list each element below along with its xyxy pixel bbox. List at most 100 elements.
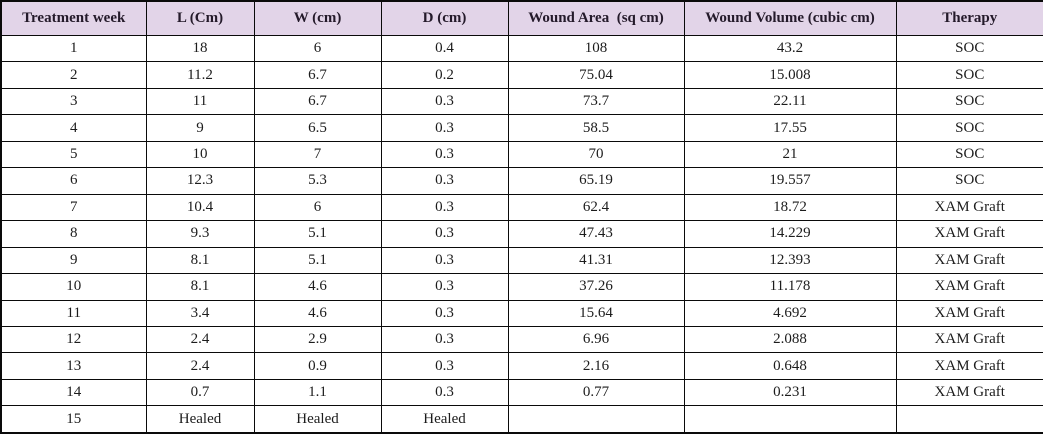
table-row: 8 9.3 5.1 0.3 47.43 14.229 XAM Graft <box>0 220 1043 248</box>
cell: 15.64 <box>507 299 685 327</box>
cell: 6 <box>253 193 382 222</box>
cell: 2.16 <box>507 352 685 380</box>
cell: SOC <box>895 87 1043 116</box>
cell: 15 <box>0 405 147 434</box>
cell: 9 <box>0 246 147 275</box>
cell: 11.2 <box>145 61 255 89</box>
cell: 1 <box>0 34 147 63</box>
cell: XAM Graft <box>895 378 1043 407</box>
cell: 0.7 <box>145 378 255 407</box>
column-header: Wound Area (sq cm) <box>507 0 685 36</box>
cell: 6 <box>253 34 382 63</box>
cell: 12.3 <box>145 167 255 195</box>
cell <box>507 405 685 434</box>
cell: 65.19 <box>507 167 685 195</box>
cell: 58.5 <box>507 114 685 142</box>
cell <box>895 405 1043 434</box>
cell: 9.3 <box>145 220 255 248</box>
cell: SOC <box>895 114 1043 142</box>
table-row: 9 8.1 5.1 0.3 41.31 12.393 XAM Graft <box>0 246 1043 275</box>
cell: 6 <box>0 167 147 195</box>
cell: 19.557 <box>683 167 897 195</box>
table-row: 12 2.4 2.9 0.3 6.96 2.088 XAM Graft <box>0 325 1043 354</box>
cell: 41.31 <box>507 246 685 275</box>
cell: 13 <box>0 352 147 380</box>
cell: 75.04 <box>507 61 685 89</box>
cell: XAM Graft <box>895 220 1043 248</box>
cell: 62.4 <box>507 193 685 222</box>
cell: 15.008 <box>683 61 897 89</box>
cell: 5.1 <box>253 246 382 275</box>
cell: 47.43 <box>507 220 685 248</box>
cell: 14.229 <box>683 220 897 248</box>
table-row: 7 10.4 6 0.3 62.4 18.72 XAM Graft <box>0 193 1043 222</box>
cell: 2.4 <box>145 325 255 354</box>
cell: 6.7 <box>253 61 382 89</box>
cell: 43.2 <box>683 34 897 63</box>
cell: 73.7 <box>507 87 685 116</box>
cell: SOC <box>895 140 1043 169</box>
table-row: 13 2.4 0.9 0.3 2.16 0.648 XAM Graft <box>0 352 1043 380</box>
cell: 12.393 <box>683 246 897 275</box>
cell: 0.3 <box>380 167 509 195</box>
table-row: 2 11.2 6.7 0.2 75.04 15.008 SOC <box>0 61 1043 89</box>
header-row: Treatment week L (Cm) W (cm) D (cm) Wound Ar… <box>0 0 1043 36</box>
column-header: Therapy <box>895 0 1043 36</box>
cell: XAM Graft <box>895 352 1043 380</box>
table-row: 6 12.3 5.3 0.3 65.19 19.557 SOC <box>0 167 1043 195</box>
cell: 2.4 <box>145 352 255 380</box>
cell: 0.3 <box>380 352 509 380</box>
cell: Healed <box>145 405 255 434</box>
cell: 0.77 <box>507 378 685 407</box>
cell: 5 <box>0 140 147 169</box>
cell: 0.3 <box>380 378 509 407</box>
cell: 6.7 <box>253 87 382 116</box>
cell: 11.178 <box>683 273 897 301</box>
column-header: L (Cm) <box>145 0 255 36</box>
cell: 7 <box>0 193 147 222</box>
cell: 9 <box>145 114 255 142</box>
cell: 7 <box>253 140 382 169</box>
table-row: 15 Healed Healed Healed <box>0 405 1043 434</box>
cell: 0.3 <box>380 140 509 169</box>
table-row: 4 9 6.5 0.3 58.5 17.55 SOC <box>0 114 1043 142</box>
cell: 0.2 <box>380 61 509 89</box>
cell: 22.11 <box>683 87 897 116</box>
cell: Healed <box>380 405 509 434</box>
cell: 0.3 <box>380 87 509 116</box>
cell: 14 <box>0 378 147 407</box>
cell: 18 <box>145 34 255 63</box>
cell: 1.1 <box>253 378 382 407</box>
table-row: 1 18 6 0.4 108 43.2 SOC <box>0 34 1043 63</box>
table-row: 11 3.4 4.6 0.3 15.64 4.692 XAM Graft <box>0 299 1043 327</box>
cell: 2.088 <box>683 325 897 354</box>
cell: 18.72 <box>683 193 897 222</box>
cell: Healed <box>253 405 382 434</box>
cell: 0.3 <box>380 193 509 222</box>
table-row: 14 0.7 1.1 0.3 0.77 0.231 XAM Graft <box>0 378 1043 407</box>
cell: 0.3 <box>380 273 509 301</box>
cell: 8 <box>0 220 147 248</box>
cell: 6.5 <box>253 114 382 142</box>
cell: 4 <box>0 114 147 142</box>
cell: 0.3 <box>380 114 509 142</box>
cell: SOC <box>895 167 1043 195</box>
cell: XAM Graft <box>895 325 1043 354</box>
cell: 0.3 <box>380 220 509 248</box>
cell <box>683 405 897 434</box>
table-row: 5 10 7 0.3 70 21 SOC <box>0 140 1043 169</box>
cell: 0.3 <box>380 325 509 354</box>
cell: 0.231 <box>683 378 897 407</box>
cell: XAM Graft <box>895 193 1043 222</box>
cell: 4.6 <box>253 273 382 301</box>
cell: 37.26 <box>507 273 685 301</box>
cell: 5.3 <box>253 167 382 195</box>
table-row: 3 11 6.7 0.3 73.7 22.11 SOC <box>0 87 1043 116</box>
cell: 5.1 <box>253 220 382 248</box>
cell: 70 <box>507 140 685 169</box>
cell: XAM Graft <box>895 299 1043 327</box>
table-body: 1 18 6 0.4 108 43.2 SOC 2 11.2 6.7 0.2 75.04 15.008 S… <box>0 34 1043 434</box>
cell: 3.4 <box>145 299 255 327</box>
column-header: D (cm) <box>380 0 509 36</box>
